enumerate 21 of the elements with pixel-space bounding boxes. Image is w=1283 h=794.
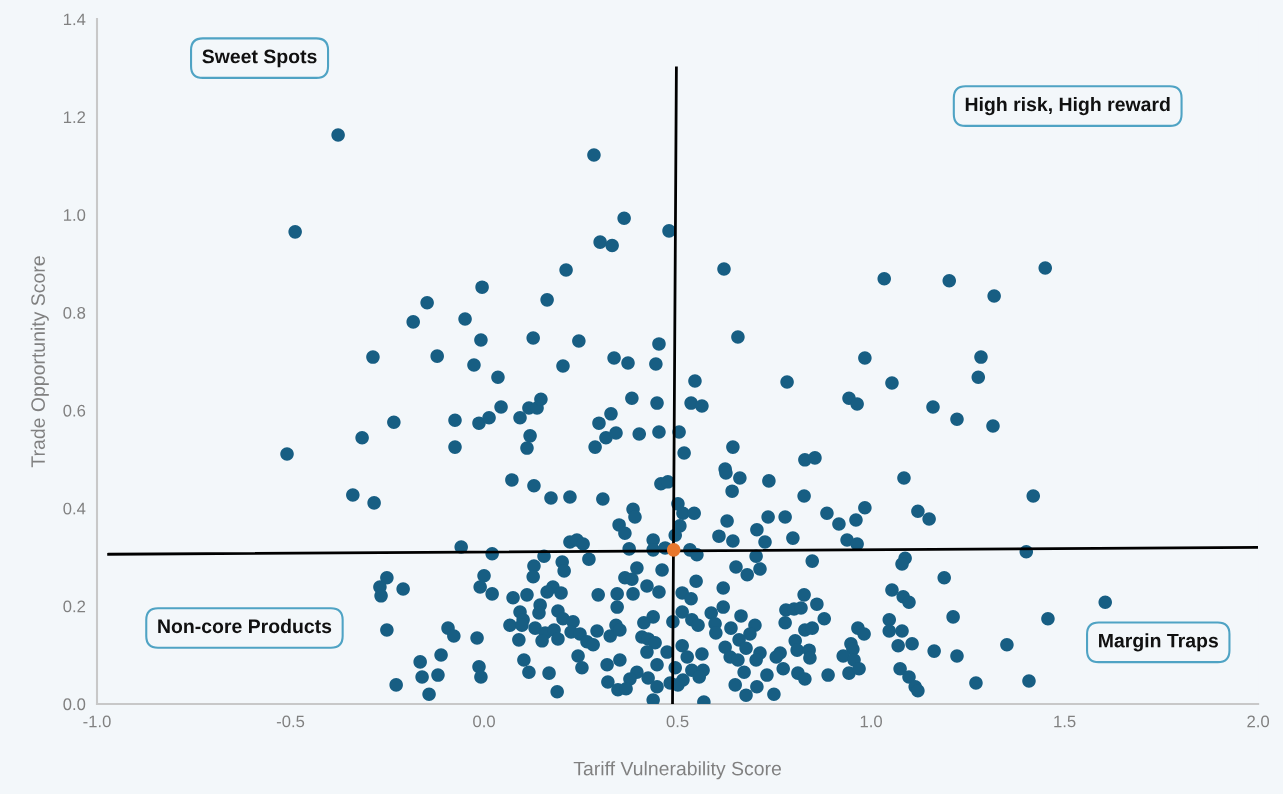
y-tick-label: 0.6 <box>63 404 86 417</box>
annotation: High risk, High reward <box>965 96 1170 116</box>
x-tick-label: 1.5 <box>1054 715 1076 728</box>
y-axis-title: Trade Opportunity Score <box>30 256 49 468</box>
x-tick-label: 1.0 <box>860 715 883 728</box>
x-tick-label: 2.0 <box>1247 715 1270 728</box>
y-tick-label: 0.4 <box>63 502 86 515</box>
x-tick-label: 0.5 <box>666 715 689 728</box>
y-tick-label: 1.2 <box>63 111 86 123</box>
y-tick-label: 1.0 <box>63 209 86 221</box>
x-tick-label: -0.5 <box>276 715 305 728</box>
annotation: Margin Traps <box>1099 633 1218 652</box>
x-tick-label: 0.0 <box>473 715 495 728</box>
annotation: Non-core Products <box>158 618 332 634</box>
y-tick-label: 0.2 <box>63 600 86 613</box>
y-tick-label: 0.8 <box>63 306 86 319</box>
y-tick-label: 1.4 <box>63 13 86 26</box>
annotation: Sweet Spots <box>202 49 317 68</box>
y-tick-label: 0.0 <box>63 698 86 711</box>
x-tick-label: -1.0 <box>83 715 111 728</box>
x-axis-title: Tariff Vulnerability Score <box>573 761 781 780</box>
